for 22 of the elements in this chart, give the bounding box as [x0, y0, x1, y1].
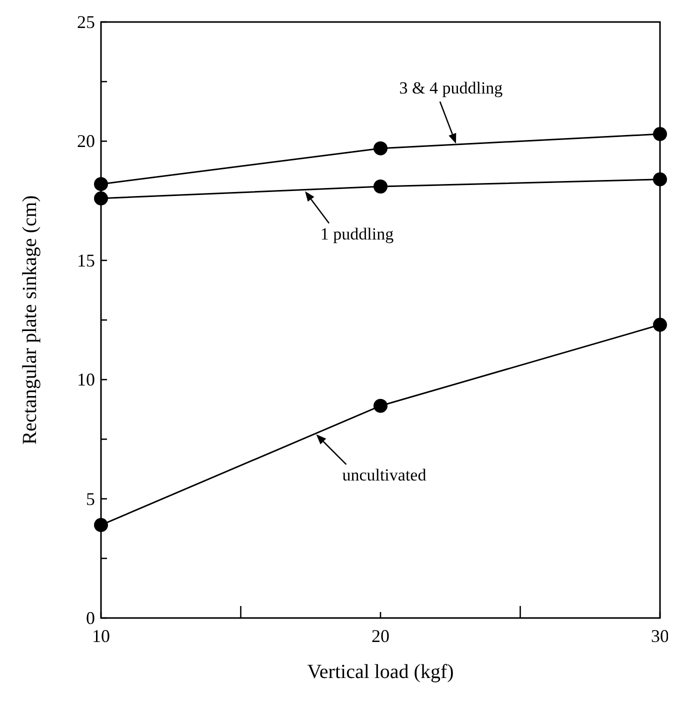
y-tick-label: 25	[77, 12, 95, 32]
y-tick-label: 10	[77, 370, 95, 390]
y-tick-label: 20	[77, 131, 95, 152]
annotation: 1 puddling	[320, 224, 394, 244]
y-axis-title: Rectangular plate sinkage (cm)	[19, 195, 41, 445]
point	[374, 179, 388, 194]
y-tick-label: 15	[77, 250, 95, 270]
annotation: uncultivated	[342, 465, 427, 484]
point	[653, 318, 667, 332]
point	[94, 191, 108, 206]
point	[94, 518, 108, 532]
x-axis-title: Vertical load (kgf)	[307, 661, 454, 683]
x-tick-label: 30	[651, 626, 669, 646]
annotation: 3 & 4 puddling	[399, 78, 504, 98]
point	[374, 398, 388, 413]
y-tick-label: 5	[86, 488, 95, 509]
point	[94, 177, 108, 192]
point	[374, 141, 388, 156]
y-tick-label: 0	[86, 608, 95, 628]
point	[653, 172, 667, 186]
point	[653, 127, 667, 142]
x-tick-label: 20	[372, 626, 390, 646]
